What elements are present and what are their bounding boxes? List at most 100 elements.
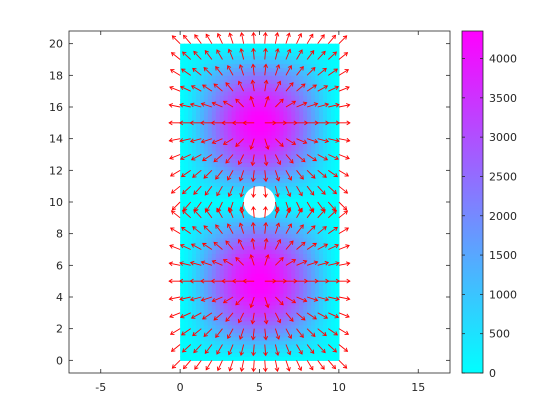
heat-cell: [247, 257, 253, 262]
heat-cell: [334, 237, 340, 243]
heat-cell: [287, 63, 292, 69]
heat-cell: [326, 352, 332, 357]
heat-cell: [223, 146, 229, 152]
heat-cell: [303, 162, 308, 167]
heat-cell: [203, 217, 209, 223]
heat-cell: [219, 146, 225, 152]
heat-cell: [235, 110, 241, 116]
heat-cell: [199, 154, 205, 160]
heat-cell: [330, 340, 336, 346]
field-arrow: [263, 79, 269, 92]
heat-cell: [263, 154, 269, 160]
heat-cell: [247, 293, 253, 298]
heat-cell: [188, 182, 193, 187]
field-arrow: [205, 33, 213, 44]
heat-cell: [180, 209, 185, 215]
field-arrow: [225, 82, 234, 92]
heat-cell: [271, 209, 276, 215]
heat-cell: [207, 67, 213, 72]
heat-cell: [243, 154, 249, 160]
heat-cell: [196, 95, 201, 100]
heat-cell: [307, 55, 312, 61]
heat-cell: [215, 277, 221, 282]
heat-cell: [315, 71, 320, 76]
heat-cell: [299, 146, 304, 152]
heat-cell: [263, 118, 269, 124]
heat-cell: [231, 320, 237, 326]
heat-cell: [334, 293, 340, 298]
heat-cell: [315, 300, 320, 306]
heat-cell: [330, 79, 336, 84]
heat-cell: [259, 174, 265, 179]
field-arrow: [328, 138, 340, 143]
heat-cell: [287, 142, 292, 148]
heat-cell: [315, 130, 320, 136]
heat-cell: [184, 63, 189, 69]
heat-cell: [303, 43, 308, 49]
heat-cell: [199, 110, 205, 116]
heat-cell: [215, 348, 221, 354]
heat-cell: [207, 348, 213, 354]
heat-cell: [283, 308, 288, 314]
field-arrow: [228, 360, 234, 372]
heat-cell: [211, 79, 217, 84]
heat-cell: [251, 257, 257, 262]
heat-cell: [299, 213, 304, 219]
field-arrow: [328, 296, 340, 302]
heat-cell: [259, 103, 265, 108]
heat-cell: [247, 71, 253, 76]
heat-cell: [211, 229, 217, 235]
heat-cell: [299, 277, 304, 282]
heat-cell: [326, 134, 332, 140]
heat-cell: [334, 150, 340, 156]
heat-cell: [247, 47, 253, 53]
heat-cell: [326, 348, 332, 354]
field-arrow: [205, 360, 213, 371]
heat-cell: [323, 348, 328, 354]
heat-cell: [271, 146, 276, 152]
heat-cell: [251, 107, 257, 112]
heat-cell: [267, 297, 273, 302]
heat-cell: [303, 304, 308, 310]
heat-cell: [184, 138, 189, 144]
heat-cell: [247, 130, 253, 136]
heat-cell: [255, 336, 261, 342]
heat-cell: [211, 202, 217, 207]
field-arrow: [179, 154, 191, 161]
heat-cell: [275, 75, 280, 80]
heat-cell: [219, 150, 225, 156]
heat-cell: [180, 269, 185, 274]
field-arrow: [169, 312, 181, 319]
heat-cell: [251, 99, 257, 104]
heat-cell: [323, 63, 328, 69]
heat-cell: [283, 95, 288, 100]
heat-cell: [207, 87, 213, 92]
heat-cell: [215, 221, 221, 227]
heat-cell: [188, 99, 193, 104]
heat-cell: [255, 43, 261, 49]
heat-cell: [223, 249, 229, 255]
heat-cell: [231, 289, 237, 294]
heat-cell: [283, 261, 288, 266]
heat-cell: [223, 79, 229, 84]
field-arrow: [211, 296, 223, 303]
heat-cell: [192, 75, 197, 80]
heat-cell: [291, 217, 296, 223]
heat-cell: [267, 320, 273, 326]
heat-cell: [283, 340, 288, 346]
heat-cell: [315, 209, 320, 215]
heat-cell: [199, 340, 205, 346]
heat-cell: [271, 154, 276, 160]
heat-cell: [263, 43, 269, 49]
heat-cell: [271, 241, 276, 247]
heat-cell: [279, 95, 284, 100]
heat-cell: [295, 233, 300, 239]
heat-cell: [219, 277, 225, 282]
heat-cell: [192, 249, 197, 255]
field-arrow: [169, 69, 181, 76]
heat-cell: [207, 233, 213, 239]
heat-cell: [243, 134, 249, 140]
heat-cell: [219, 138, 225, 144]
field-arrow: [202, 84, 213, 92]
